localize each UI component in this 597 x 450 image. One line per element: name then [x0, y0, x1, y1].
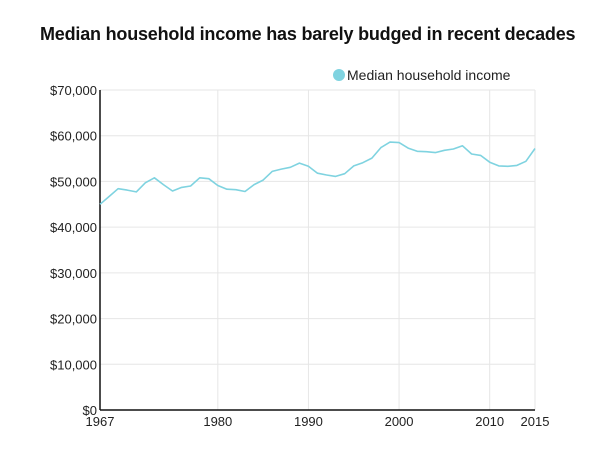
grid-lines [100, 90, 535, 410]
y-tick-label: $30,000 [50, 266, 97, 281]
x-tick-label: 2015 [521, 414, 550, 429]
y-tick-label: $60,000 [50, 129, 97, 144]
x-tick-label: 2010 [475, 414, 504, 429]
x-tick-label: 1967 [86, 414, 115, 429]
legend-label: Median household income [347, 67, 511, 83]
legend-swatch [333, 69, 345, 81]
x-tick-label: 2000 [385, 414, 414, 429]
y-tick-label: $50,000 [50, 174, 97, 189]
x-tick-label: 1980 [203, 414, 232, 429]
y-tick-label: $10,000 [50, 357, 97, 372]
y-tick-label: $70,000 [50, 83, 97, 98]
axes: $0$10,000$20,000$30,000$40,000$50,000$60… [50, 83, 549, 429]
legend: Median household income [333, 67, 511, 83]
series-lines [100, 142, 535, 204]
x-tick-label: 1990 [294, 414, 323, 429]
chart-title: Median household income has barely budge… [40, 24, 576, 44]
y-tick-label: $40,000 [50, 220, 97, 235]
y-tick-label: $20,000 [50, 312, 97, 327]
